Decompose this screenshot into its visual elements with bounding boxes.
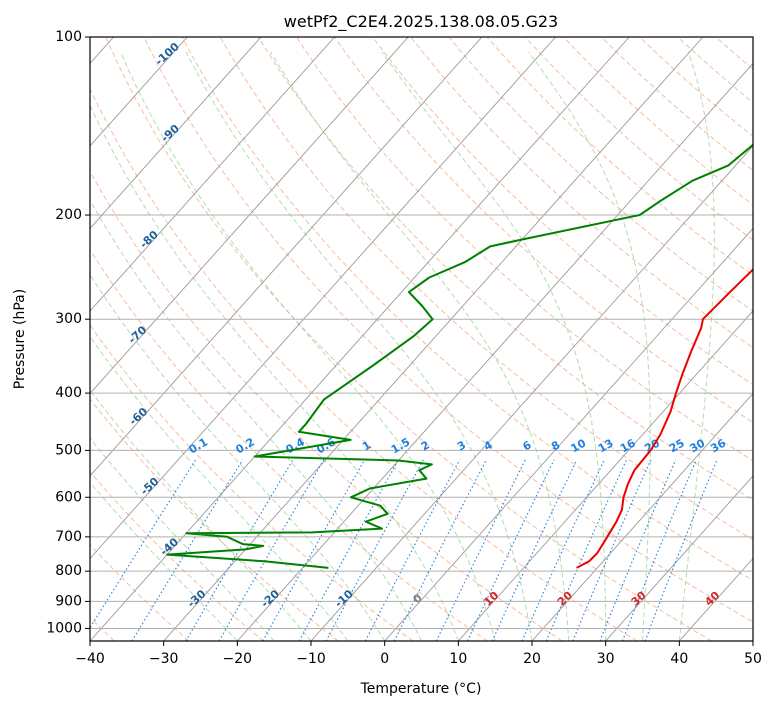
x-tick-label: −40 — [75, 651, 105, 667]
dry-adiabat — [90, 248, 488, 641]
y-tick-label: 400 — [55, 385, 82, 401]
dry-adiabat — [524, 37, 753, 241]
mixing-ratio-line — [218, 459, 325, 641]
y-axis-label: Pressure (hPa) — [12, 289, 28, 389]
x-tick-label: −10 — [296, 651, 326, 667]
x-tick-label: 0 — [380, 651, 389, 667]
mixing-ratio-line — [298, 459, 399, 641]
moist-adiabat — [120, 51, 496, 641]
y-tick-label: 200 — [55, 207, 82, 223]
mixing-ratio-line — [435, 459, 526, 641]
mixing-ratio-line — [621, 459, 697, 641]
mixing-ratio-line — [521, 459, 605, 641]
dry-adiabat — [143, 37, 753, 623]
dry-adiabat — [296, 37, 753, 462]
isotherm — [163, 37, 704, 641]
x-tick-label: 50 — [744, 651, 762, 667]
x-tick-label: 10 — [449, 651, 467, 667]
moist-adiabat — [90, 199, 422, 641]
mixing-ratio-line — [393, 459, 487, 641]
x-tick-label: −30 — [149, 651, 179, 667]
x-tick-label: 20 — [523, 651, 541, 667]
isotherm — [90, 37, 483, 477]
chart-title: wetPf2_C2E4.2025.138.08.05.G23 — [284, 12, 558, 32]
mixing-ratio-line — [467, 459, 555, 641]
plot-area: -100-90-80-70-60-50-40-30 -20 -10 0 10 20 30 40… — [90, 37, 753, 641]
x-tick-label: 30 — [597, 651, 615, 667]
isotherm — [90, 37, 630, 641]
isotherm — [531, 392, 753, 641]
x-axis-label: Temperature (°C) — [360, 681, 482, 697]
moist-adiabat — [90, 437, 275, 641]
moist-adiabat — [185, 51, 533, 641]
isotherm — [236, 62, 753, 641]
y-axis: 100 200 300 400 500 600 700 800 900 1000 — [46, 29, 90, 636]
dewpoint-profile — [166, 143, 753, 569]
profiles — [166, 143, 753, 569]
plot-frame — [89, 36, 754, 642]
mixing-ratio-lines — [90, 459, 718, 641]
dry-adiabat — [448, 37, 753, 312]
isotherm — [90, 37, 335, 312]
dry-adiabat — [334, 37, 753, 423]
moist-adiabat — [90, 273, 386, 641]
y-tick-label: 100 — [55, 29, 82, 45]
mixing-ratio-line — [491, 459, 578, 641]
y-tick-label: 700 — [55, 529, 82, 545]
isotherm — [457, 310, 753, 641]
moist-adiabats — [90, 51, 715, 641]
dry-adiabat — [90, 87, 638, 641]
moist-adiabat — [90, 335, 349, 641]
x-tick-label: −20 — [223, 651, 253, 667]
isotherm — [384, 227, 753, 641]
moist-adiabat — [678, 51, 715, 641]
isotherms — [90, 37, 753, 641]
y-tick-label: 600 — [55, 489, 82, 505]
dry-adiabat — [105, 37, 712, 641]
dry-adiabat — [257, 37, 753, 501]
dry-adiabat — [181, 37, 753, 582]
dry-adiabat — [410, 37, 753, 349]
isotherm — [90, 37, 409, 395]
isobars — [90, 37, 753, 629]
x-tick-label: 40 — [670, 651, 688, 667]
dry-adiabat — [90, 170, 563, 641]
isotherm — [310, 145, 753, 641]
moist-adiabat — [270, 51, 570, 641]
isotherm — [605, 475, 753, 641]
dry-adiabat — [372, 37, 753, 386]
dry-adiabats — [90, 37, 753, 641]
mixing-ratio-line — [545, 459, 628, 641]
isotherm — [90, 37, 556, 560]
dry-adiabat — [219, 37, 753, 541]
x-axis: −40 −30 −20 −10 0 10 20 30 40 50 — [75, 641, 762, 667]
mixing-ratio-line — [262, 459, 366, 641]
isotherm — [90, 37, 262, 230]
dry-adiabat — [90, 324, 414, 641]
y-tick-label: 1000 — [46, 620, 82, 636]
mixing-ratio-line — [572, 459, 652, 641]
dry-adiabat — [601, 37, 753, 172]
moist-adiabat — [528, 51, 651, 641]
y-tick-label: 800 — [55, 563, 82, 579]
y-tick-label: 900 — [55, 593, 82, 609]
y-tick-label: 300 — [55, 311, 82, 327]
mixing-ratio-line — [599, 459, 677, 641]
y-tick-label: 500 — [55, 442, 82, 458]
dry-adiabat — [90, 398, 339, 641]
mixing-ratio-line — [644, 459, 718, 641]
isotherm — [90, 37, 188, 147]
mixing-ratio-line — [131, 459, 244, 641]
moist-adiabat — [90, 481, 238, 641]
temperature-profile — [576, 268, 753, 569]
moist-adiabat — [381, 51, 607, 641]
